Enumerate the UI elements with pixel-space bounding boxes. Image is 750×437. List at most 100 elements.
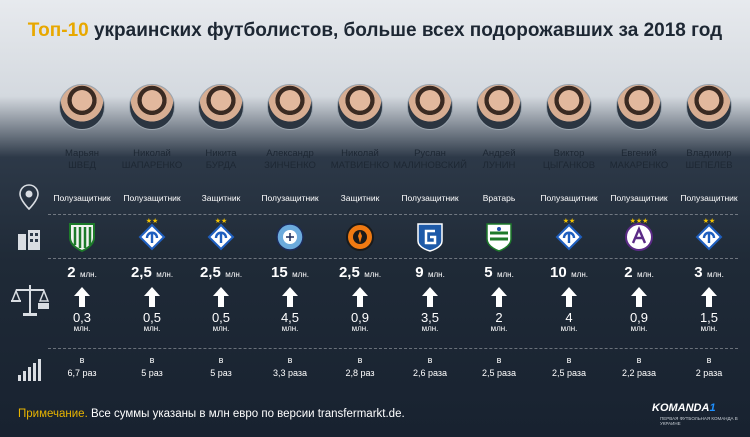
player-first-name: Евгений: [621, 148, 657, 159]
player-position: Полузащитник: [540, 193, 598, 203]
arrow-up-icon: [352, 287, 368, 307]
divider: [48, 258, 738, 259]
new-value: 2,5 млн.: [186, 264, 256, 282]
player-last-name: МАТВИЕНКО: [330, 160, 390, 171]
new-value-unit: млн.: [427, 270, 445, 279]
player-photo: [129, 84, 175, 130]
player-position: Вратарь: [482, 193, 516, 203]
new-value-number: 10: [550, 264, 567, 281]
player-photo: [267, 84, 313, 130]
player-position: Полузащитник: [610, 193, 668, 203]
player-photo: [616, 84, 662, 130]
old-value-unit: млн.: [421, 324, 439, 333]
player-last-name: ШАПАРЕНКО: [121, 160, 183, 171]
multiplier: 5 раз: [141, 368, 163, 378]
old-value-unit: млн.: [560, 324, 578, 333]
multiplier: 2,2 раза: [621, 368, 657, 378]
new-value: 3 млн.: [674, 264, 744, 282]
old-value: 0,5: [142, 310, 162, 325]
shakhtar-badge-icon: [346, 223, 374, 251]
old-value: 0,3: [72, 310, 92, 325]
player-column: Николай МАТВИЕНКО Защитник 2,5 млн. 0,9 …: [325, 84, 395, 394]
old-value: 4: [565, 310, 573, 325]
multiplier: 2,6 раза: [412, 368, 448, 378]
player-first-name: Владимир: [686, 148, 732, 159]
multiplier: 2,5 раза: [551, 368, 587, 378]
multiplier-prefix: в: [636, 355, 642, 365]
dynamo-badge-icon: [555, 223, 583, 251]
arrow-up-icon: [701, 287, 717, 307]
player-last-name: ЛУНИН: [482, 160, 516, 171]
old-value: 3,5: [420, 310, 440, 325]
old-value-unit: млн.: [630, 324, 648, 333]
player-photo: [59, 84, 105, 130]
player-last-name: МАКАРЕНКО: [609, 160, 669, 171]
old-value-unit: млн.: [212, 324, 230, 333]
player-first-name: Андрей: [482, 148, 516, 159]
multiplier-prefix: в: [496, 355, 502, 365]
player-first-name: Виктор: [553, 148, 585, 159]
old-value-unit: млн.: [143, 324, 161, 333]
player-last-name: ЦЫГАНКОВ: [542, 160, 596, 171]
new-value-unit: млн.: [706, 270, 724, 279]
multiplier-prefix: в: [357, 355, 363, 365]
new-value-number: 5: [484, 264, 493, 281]
player-last-name: ШВЕД: [68, 160, 96, 171]
footnote-label: Примечание.: [18, 408, 88, 420]
new-value: 2 млн.: [604, 264, 674, 282]
title-rest: украинских футболистов, больше всех подо…: [88, 20, 723, 41]
player-photo: [546, 84, 592, 130]
player-first-name: Александр: [266, 148, 314, 159]
new-value-number: 2,5: [338, 264, 360, 281]
new-value: 2 млн.: [47, 264, 117, 282]
new-value-number: 2,5: [199, 264, 221, 281]
player-position: Полузащитник: [261, 193, 319, 203]
arrow-up-icon: [144, 287, 160, 307]
old-value: 0,9: [629, 310, 649, 325]
dynamo-badge-icon: [207, 223, 235, 251]
new-value: 15 млн.: [255, 264, 325, 282]
player-first-name: Руслан: [414, 148, 446, 159]
new-value-number: 15: [271, 264, 288, 281]
new-value-unit: млн.: [156, 270, 174, 279]
footnote-text: Все суммы указаны в млн евро по версии t…: [87, 408, 405, 420]
new-value-unit: млн.: [364, 270, 382, 279]
new-value-number: 2: [624, 264, 633, 281]
player-photo: [476, 84, 522, 130]
player-position: Полузащитник: [123, 193, 181, 203]
player-column: Руслан МАЛИНОВСКИЙ Полузащитник 9 млн. 3…: [393, 84, 467, 394]
brand-logo: KOMANDA1: [652, 402, 716, 414]
old-value: 2: [495, 310, 503, 325]
leganes-badge-icon: [486, 223, 512, 252]
multiplier-prefix: в: [287, 355, 293, 365]
arrow-up-icon: [561, 287, 577, 307]
multiplier-prefix: в: [79, 355, 85, 365]
club-building-icon: [18, 230, 40, 250]
multiplier: 5 раз: [210, 368, 232, 378]
club-stars: ★★: [145, 218, 159, 225]
growth-bars-icon: [18, 359, 41, 381]
player-position: Защитник: [201, 193, 241, 203]
player-photo: [407, 84, 453, 130]
page-title: Топ-10 украинских футболистов, больше вс…: [0, 20, 750, 42]
new-value-unit: млн.: [292, 270, 309, 279]
footnote: Примечание. Все суммы указаны в млн евро…: [18, 408, 405, 420]
multiplier-prefix: в: [566, 355, 572, 365]
man-city-badge-icon: [276, 223, 304, 251]
player-column: Александр ЗИНЧЕНКО Полузащитник 15 млн. …: [255, 84, 325, 394]
player-last-name: ЗИНЧЕНКО: [264, 160, 316, 171]
player-position: Полузащитник: [53, 193, 111, 203]
multiplier: 2 раза: [695, 368, 723, 378]
brand-one: 1: [709, 402, 716, 414]
old-value: 1,5: [699, 310, 719, 325]
player-last-name: БУРДА: [205, 160, 237, 171]
multiplier-prefix: в: [218, 355, 224, 365]
old-value-unit: млн.: [490, 324, 508, 333]
new-value: 10 млн.: [534, 264, 604, 282]
new-value: 2,5 млн.: [325, 264, 395, 282]
player-first-name: Марьян: [65, 148, 99, 159]
old-value: 4,5: [280, 310, 300, 325]
player-first-name: Николай: [133, 148, 171, 159]
title-highlight: Топ-10: [27, 20, 89, 41]
